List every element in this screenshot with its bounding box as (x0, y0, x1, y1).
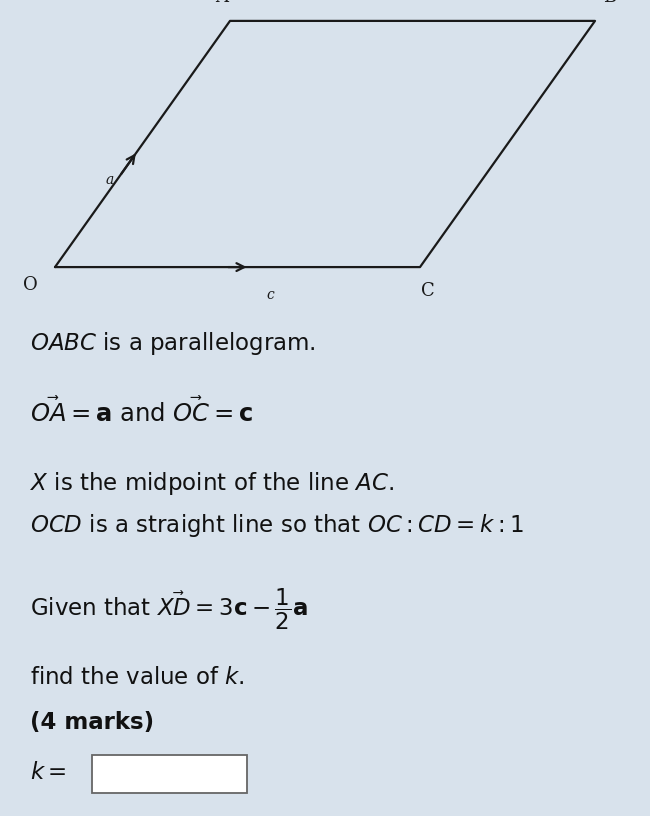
Text: find the value of $k$.: find the value of $k$. (30, 667, 244, 690)
Text: C: C (421, 282, 435, 300)
Text: $\vec{OA} = \mathbf{a}$ and $\vec{OC} = \mathbf{c}$: $\vec{OA} = \mathbf{a}$ and $\vec{OC} = … (30, 397, 254, 427)
Text: A: A (216, 0, 229, 6)
Text: $\mathit{OABC}$ is a parallelogram.: $\mathit{OABC}$ is a parallelogram. (30, 330, 316, 357)
Text: $\mathit{OCD}$ is a straight line so that $\mathit{OC} : \mathit{CD} = k : 1$: $\mathit{OCD}$ is a straight line so tha… (30, 512, 524, 539)
Text: a: a (106, 173, 114, 187)
Text: $X$ is the midpoint of the line $\mathit{AC}$.: $X$ is the midpoint of the line $\mathit… (30, 470, 395, 497)
Text: $k = $: $k = $ (30, 761, 66, 784)
FancyBboxPatch shape (92, 755, 247, 793)
Text: c: c (266, 288, 274, 302)
Text: (4 marks): (4 marks) (30, 712, 154, 734)
Text: B: B (603, 0, 616, 6)
Text: O: O (23, 277, 38, 295)
Text: Given that $\vec{XD} = 3\mathbf{c} - \dfrac{1}{2}\mathbf{a}$: Given that $\vec{XD} = 3\mathbf{c} - \df… (30, 587, 308, 632)
